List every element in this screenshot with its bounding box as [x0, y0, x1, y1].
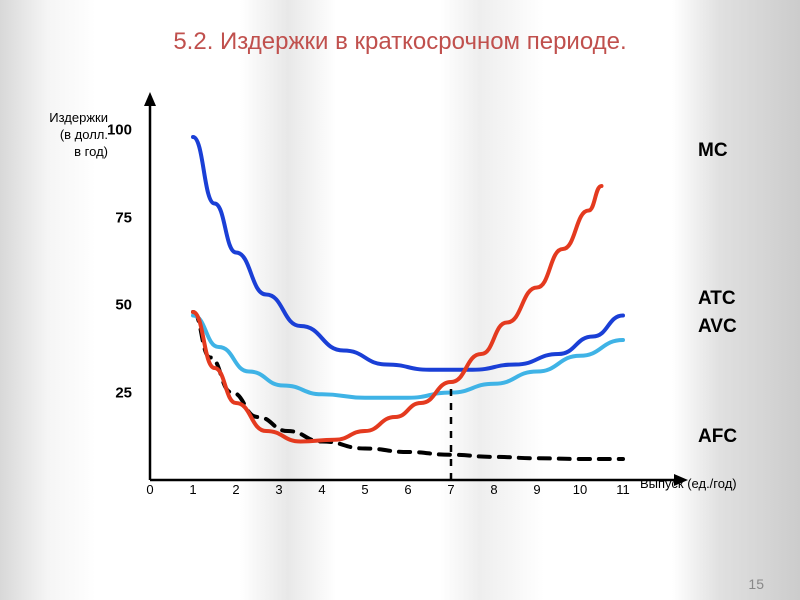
x-tick: 1 — [189, 482, 196, 497]
y-axis-title-line: в год) — [36, 144, 108, 161]
x-tick: 8 — [490, 482, 497, 497]
curve-mc — [193, 186, 602, 442]
x-tick: 10 — [573, 482, 587, 497]
y-tick: 75 — [115, 209, 132, 226]
curve-afc — [193, 312, 623, 459]
y-axis-title-line: Издержки — [36, 110, 108, 127]
x-tick: 0 — [146, 482, 153, 497]
x-tick: 9 — [533, 482, 540, 497]
slide-title: 5.2. Издержки в краткосрочном периоде. — [0, 28, 800, 56]
x-tick: 5 — [361, 482, 368, 497]
y-axis-title-line: (в долл. — [36, 127, 108, 144]
y-tick: 100 — [107, 122, 132, 139]
slide-number: 15 — [748, 576, 764, 592]
series-label-mc: MC — [698, 140, 728, 162]
series-label-atc: ATC — [698, 288, 736, 310]
chart-area: MC ATC AVC AFC 25507510001234567891011 — [150, 110, 670, 480]
x-axis-title: Выпуск (ед./год) — [640, 476, 737, 491]
cost-curves-chart — [150, 110, 670, 480]
x-tick: 6 — [404, 482, 411, 497]
x-tick: 3 — [275, 482, 282, 497]
x-tick: 11 — [616, 482, 630, 497]
series-label-avc: AVC — [698, 316, 737, 338]
x-tick: 4 — [318, 482, 325, 497]
y-axis-title: Издержки (в долл. в год) — [36, 110, 108, 161]
series-label-afc: AFC — [698, 426, 737, 448]
y-tick: 25 — [115, 384, 132, 401]
x-tick: 7 — [447, 482, 454, 497]
curve-avc — [193, 316, 623, 398]
x-tick: 2 — [232, 482, 239, 497]
y-tick: 50 — [115, 297, 132, 314]
